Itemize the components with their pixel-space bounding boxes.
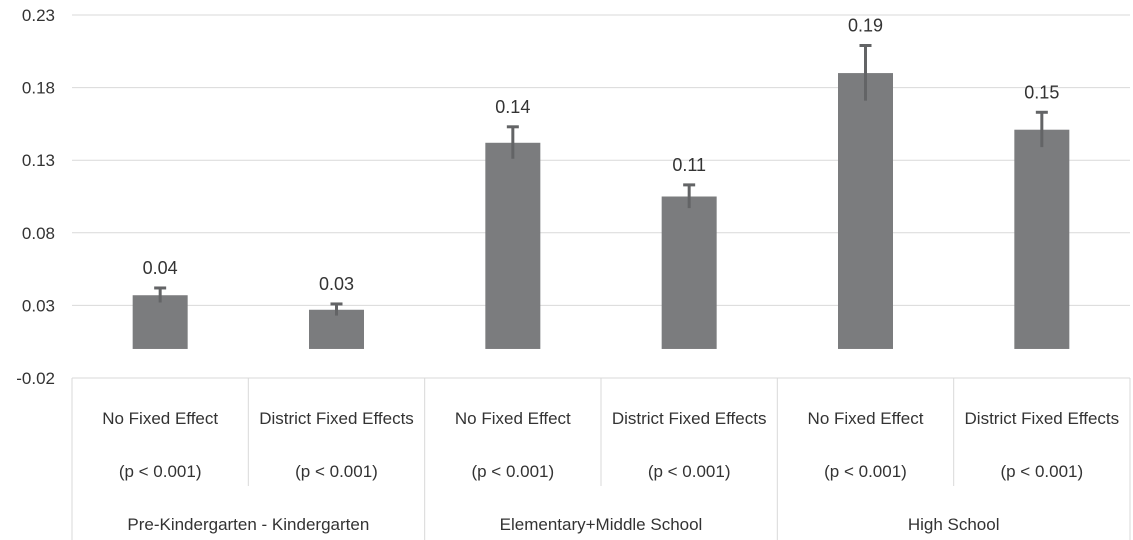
x-category-label: No Fixed Effect	[102, 409, 218, 428]
x-category-label: District Fixed Effects	[259, 409, 414, 428]
x-pvalue-label: (p < 0.001)	[119, 462, 202, 481]
x-group-label: Pre-Kindergarten - Kindergarten	[127, 515, 369, 534]
data-label: 0.15	[1024, 82, 1059, 102]
x-category-label: No Fixed Effect	[455, 409, 571, 428]
bar	[1014, 129, 1070, 349]
category-axis: No Fixed Effect (p < 0.001) District Fixed…	[71, 378, 1131, 540]
x-pvalue-label: (p < 0.001)	[295, 462, 378, 481]
y-axis-ticks: 0.23 0.18 0.13 0.08 0.03 -0.02	[16, 6, 55, 388]
bars	[132, 73, 1070, 349]
y-tick-label: 0.13	[22, 151, 55, 170]
x-category-label: No Fixed Effect	[808, 409, 924, 428]
bar	[309, 309, 364, 349]
x-group-label: Elementary+Middle School	[500, 515, 703, 534]
gridlines	[72, 14, 1130, 379]
y-tick-label: 0.18	[22, 79, 55, 98]
x-group-label: High School	[908, 515, 1000, 534]
bar	[838, 73, 893, 349]
x-pvalue-label: (p < 0.001)	[648, 462, 731, 481]
data-label: 0.11	[672, 155, 706, 175]
y-tick-label: 0.23	[22, 6, 55, 25]
bar	[661, 196, 717, 349]
data-label: 0.19	[848, 15, 883, 35]
data-label: 0.04	[143, 258, 178, 278]
error-bars	[154, 43, 1048, 316]
y-tick-label: -0.02	[16, 369, 55, 388]
x-pvalue-label: (p < 0.001)	[824, 462, 907, 481]
data-label: 0.03	[319, 274, 354, 294]
bar	[132, 295, 188, 349]
y-tick-label: 0.08	[22, 224, 55, 243]
x-category-label: District Fixed Effects	[965, 409, 1120, 428]
bar	[485, 142, 541, 349]
x-category-label: District Fixed Effects	[612, 409, 767, 428]
data-label: 0.14	[495, 97, 530, 117]
x-pvalue-label: (p < 0.001)	[471, 462, 554, 481]
data-labels: 0.04 0.03 0.14 0.11 0.19 0.15	[143, 15, 1060, 293]
y-tick-label: 0.03	[22, 296, 55, 315]
x-pvalue-label: (p < 0.001)	[1000, 462, 1083, 481]
